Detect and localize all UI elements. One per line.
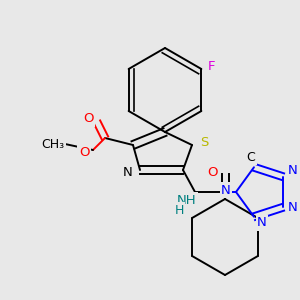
Text: C: C	[247, 151, 255, 164]
Text: S: S	[200, 136, 208, 149]
Text: N: N	[288, 164, 298, 177]
Text: O: O	[79, 146, 89, 160]
Text: N: N	[123, 166, 133, 178]
Text: CH₃: CH₃	[41, 137, 64, 151]
Text: N: N	[257, 216, 267, 229]
Text: N: N	[288, 201, 298, 214]
Text: NH: NH	[177, 194, 197, 206]
Text: H: H	[174, 203, 184, 217]
Text: O: O	[83, 112, 93, 125]
Text: F: F	[208, 59, 215, 73]
Text: O: O	[208, 166, 218, 178]
Text: N: N	[221, 184, 231, 196]
